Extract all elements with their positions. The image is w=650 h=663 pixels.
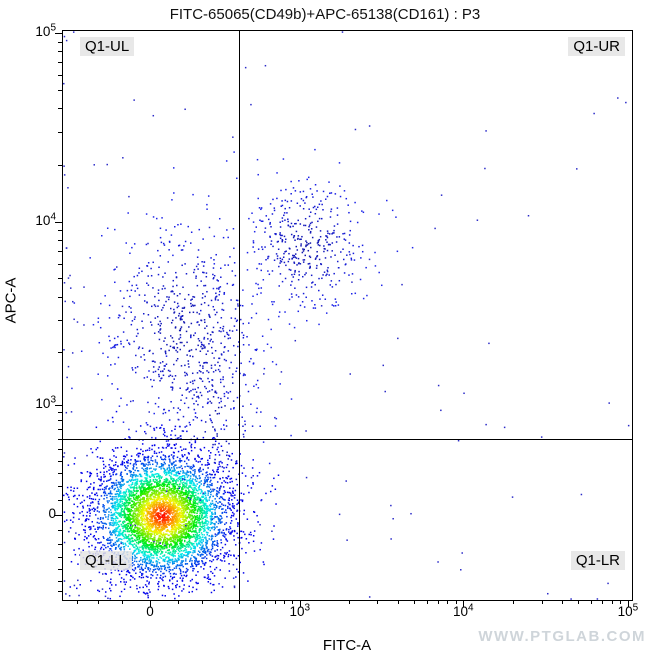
y-tick-label: 105 xyxy=(35,22,56,39)
y-axis-label: APC-A xyxy=(2,277,20,324)
quadrant-label-upper-right: Q1-UR xyxy=(568,37,625,56)
y-tick-label: 0 xyxy=(48,506,56,521)
x-tick-label: 103 xyxy=(289,602,311,619)
x-tick-label: 0 xyxy=(146,604,154,619)
quadrant-label-lower-left: Q1-LL xyxy=(80,551,132,570)
watermark: WWW.PTGLAB.COM xyxy=(478,628,646,645)
x-tick-label: 104 xyxy=(453,602,474,619)
x-axis-label: FITC-A xyxy=(322,637,372,654)
quadrant-label-upper-left: Q1-UL xyxy=(80,37,135,56)
quadrant-label-lower-right: Q1-LR xyxy=(570,551,625,570)
x-tick-label: 105 xyxy=(617,602,639,619)
y-tick-label: 103 xyxy=(35,394,56,411)
y-tick-label: 104 xyxy=(35,211,56,228)
